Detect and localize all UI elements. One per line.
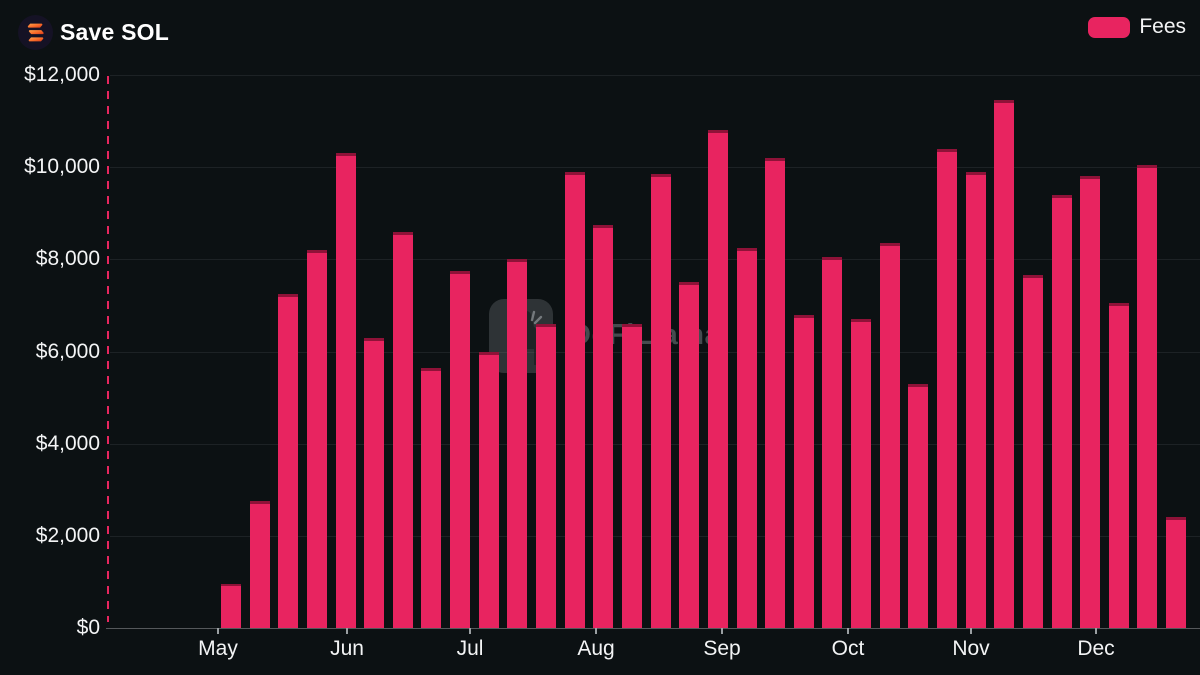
fees-bar[interactable] xyxy=(793,314,814,628)
y-axis-label: $6,000 xyxy=(35,339,100,363)
x-axis: May Jun Jul Aug Sep Oct Nov Dec xyxy=(110,628,1200,675)
fees-bar[interactable] xyxy=(249,501,270,628)
x-axis-baseline xyxy=(106,628,1200,629)
y-axis-label: $8,000 xyxy=(35,247,100,271)
fees-bar[interactable] xyxy=(450,270,471,628)
fees-bar[interactable] xyxy=(335,153,356,628)
legend: Fees xyxy=(1088,16,1186,38)
fees-bar[interactable] xyxy=(278,293,299,628)
fees-bar[interactable] xyxy=(593,224,614,628)
fees-bar[interactable] xyxy=(736,247,757,628)
x-month-label: Jul xyxy=(456,637,484,660)
fees-bar[interactable] xyxy=(765,157,786,628)
fees-bar[interactable] xyxy=(1080,176,1101,628)
x-month-label: Dec xyxy=(1077,637,1115,660)
x-month-label: Nov xyxy=(952,637,990,660)
y-axis-label: $12,000 xyxy=(24,63,100,86)
x-month-label: Sep xyxy=(703,637,741,660)
fees-bar[interactable] xyxy=(306,250,327,628)
fees-bar[interactable] xyxy=(1166,517,1187,628)
y-axis-label: $10,000 xyxy=(24,155,100,179)
legend-fees-swatch[interactable] xyxy=(1088,16,1131,38)
fees-bar[interactable] xyxy=(421,367,442,628)
x-tick xyxy=(1095,628,1097,634)
fees-bar[interactable] xyxy=(994,100,1015,628)
fees-bar[interactable] xyxy=(851,319,872,628)
page-title: Save SOL xyxy=(60,19,169,45)
fees-bar[interactable] xyxy=(707,130,728,628)
save-sol-logo-icon xyxy=(18,15,53,50)
gridline xyxy=(110,75,1200,76)
x-month-label: May xyxy=(198,637,238,660)
fees-bar[interactable] xyxy=(621,323,642,628)
x-tick xyxy=(847,628,849,634)
x-tick xyxy=(595,628,597,634)
fees-bar[interactable] xyxy=(1108,303,1129,628)
fees-bar[interactable] xyxy=(965,171,986,628)
fees-bar[interactable] xyxy=(937,148,957,628)
x-tick xyxy=(346,628,348,634)
x-tick xyxy=(217,628,219,634)
gridline xyxy=(110,167,1200,169)
fees-bar[interactable] xyxy=(564,171,585,628)
x-tick xyxy=(721,628,723,634)
fees-bar[interactable] xyxy=(1022,275,1043,628)
x-month-label: Aug xyxy=(577,637,615,660)
y-axis-dashed-line xyxy=(107,76,109,622)
fees-bar[interactable] xyxy=(507,259,528,628)
x-month-label: Jun xyxy=(330,637,364,660)
fees-bar[interactable] xyxy=(478,351,499,628)
fees-bar[interactable] xyxy=(221,584,241,628)
y-axis-label: $4,000 xyxy=(35,431,100,455)
fees-bar[interactable] xyxy=(536,323,557,628)
fees-bar[interactable] xyxy=(1137,164,1158,628)
y-axis-label: $0 xyxy=(76,616,100,639)
y-axis-label: $2,000 xyxy=(35,523,100,547)
fees-bar[interactable] xyxy=(822,257,843,628)
x-tick xyxy=(469,628,471,634)
plot-area[interactable]: DeFiLlama xyxy=(106,75,1200,629)
fees-bar[interactable] xyxy=(392,231,413,628)
fees-bar[interactable] xyxy=(679,282,700,628)
fees-bar[interactable] xyxy=(650,174,671,628)
x-tick xyxy=(970,628,972,634)
fees-bar[interactable] xyxy=(879,243,900,628)
fees-bar[interactable] xyxy=(1051,194,1072,628)
x-month-label: Oct xyxy=(831,637,865,660)
fees-bar[interactable] xyxy=(364,337,385,628)
legend-fees-label: Fees xyxy=(1139,15,1186,38)
fees-bar[interactable] xyxy=(908,383,929,628)
